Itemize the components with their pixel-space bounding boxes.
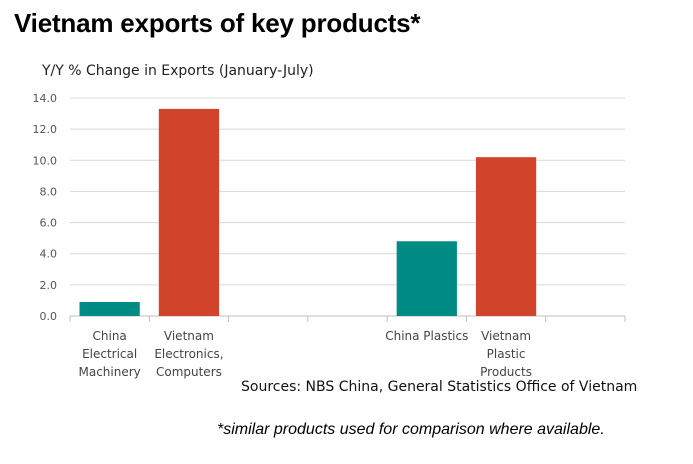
- bar: [79, 301, 140, 316]
- x-tick-label: Electronics,: [154, 347, 223, 361]
- y-tick-label: 10.0: [33, 154, 58, 167]
- footnote: *similar products used for comparison wh…: [217, 421, 605, 438]
- y-tick-label: 12.0: [33, 123, 58, 136]
- x-tick-label: Machinery: [79, 365, 141, 379]
- x-tick-label: Products: [480, 365, 532, 379]
- y-axis-label: Y/Y % Change in Exports (January-July): [42, 63, 314, 79]
- source-note: Sources: NBS China, General Statistics O…: [241, 379, 638, 395]
- bar: [475, 157, 537, 316]
- x-tick-label: China: [93, 329, 127, 343]
- x-tick-label: China Plastics: [385, 329, 468, 343]
- bar: [158, 108, 220, 317]
- y-tick-label: 8.0: [40, 185, 58, 198]
- y-tick-label: 4.0: [40, 248, 58, 261]
- x-tick-label: Electrical: [82, 347, 137, 361]
- y-tick-label: 6.0: [40, 217, 58, 230]
- bar: [396, 241, 457, 316]
- y-tick-label: 14.0: [33, 92, 58, 105]
- chart-title: Vietnam exports of key products*: [14, 8, 421, 38]
- x-tick-label: Vietnam: [481, 329, 531, 343]
- x-tick-label: Computers: [156, 365, 222, 379]
- x-tick-label: Plastic: [487, 347, 526, 361]
- y-tick-label: 0.0: [40, 310, 58, 323]
- x-tick-label: Vietnam: [164, 329, 214, 343]
- y-tick-label: 2.0: [40, 279, 58, 292]
